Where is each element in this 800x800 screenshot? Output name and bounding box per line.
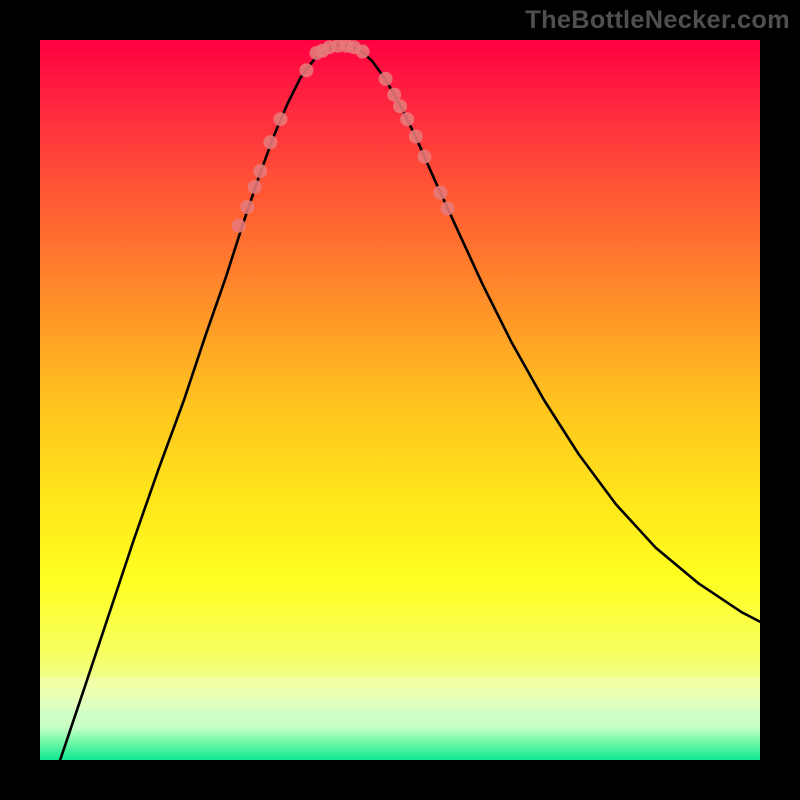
scatter-point (232, 219, 246, 233)
watermark-text: TheBottleNecker.com (525, 6, 790, 35)
bottleneck-chart-svg (40, 40, 760, 760)
scatter-point (253, 164, 267, 178)
scatter-point (433, 186, 447, 200)
scatter-point (299, 63, 313, 77)
scatter-point (273, 112, 287, 126)
plot-area (40, 40, 760, 760)
scatter-point (400, 112, 414, 126)
bottom-band-layer (40, 677, 760, 720)
scatter-point (263, 135, 277, 149)
scatter-point (248, 180, 262, 194)
scatter-point (409, 129, 423, 143)
scatter-point (441, 201, 455, 215)
gradient-background (40, 40, 760, 760)
scatter-point (417, 150, 431, 164)
chart-frame: TheBottleNecker.com (0, 0, 800, 800)
scatter-point (393, 99, 407, 113)
scatter-point (240, 200, 254, 214)
scatter-point (379, 72, 393, 86)
scatter-point (356, 45, 370, 59)
